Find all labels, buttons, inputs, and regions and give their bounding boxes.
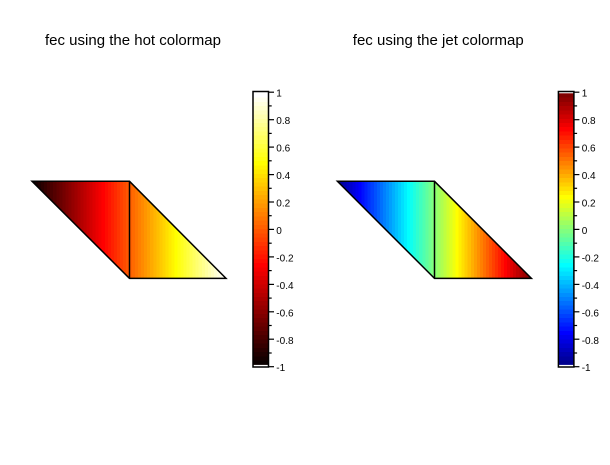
svg-text:0: 0 (582, 226, 588, 237)
svg-text:-0.4: -0.4 (276, 281, 294, 292)
svg-text:-0.4: -0.4 (582, 281, 600, 292)
svg-text:0: 0 (276, 226, 282, 237)
svg-text:fec using the jet colormap: fec using the jet colormap (353, 32, 524, 49)
svg-text:1: 1 (276, 89, 282, 100)
svg-text:0.8: 0.8 (276, 116, 290, 127)
svg-text:-1: -1 (276, 363, 285, 374)
svg-text:0.2: 0.2 (582, 199, 596, 210)
svg-text:-0.2: -0.2 (276, 253, 294, 264)
svg-text:0.4: 0.4 (582, 171, 596, 182)
svg-text:-0.8: -0.8 (276, 336, 294, 347)
svg-text:fec using the hot colormap: fec using the hot colormap (45, 32, 221, 49)
svg-text:0.2: 0.2 (276, 199, 290, 210)
svg-text:-0.2: -0.2 (582, 253, 600, 264)
svg-text:-0.8: -0.8 (582, 336, 600, 347)
svg-text:-0.6: -0.6 (276, 308, 294, 319)
svg-text:0.6: 0.6 (276, 144, 290, 155)
svg-text:-1: -1 (582, 363, 591, 374)
svg-text:0.8: 0.8 (582, 116, 596, 127)
svg-text:0.4: 0.4 (276, 171, 290, 182)
svg-text:1: 1 (582, 89, 588, 100)
svg-text:0.6: 0.6 (582, 144, 596, 155)
svg-text:-0.6: -0.6 (582, 308, 600, 319)
